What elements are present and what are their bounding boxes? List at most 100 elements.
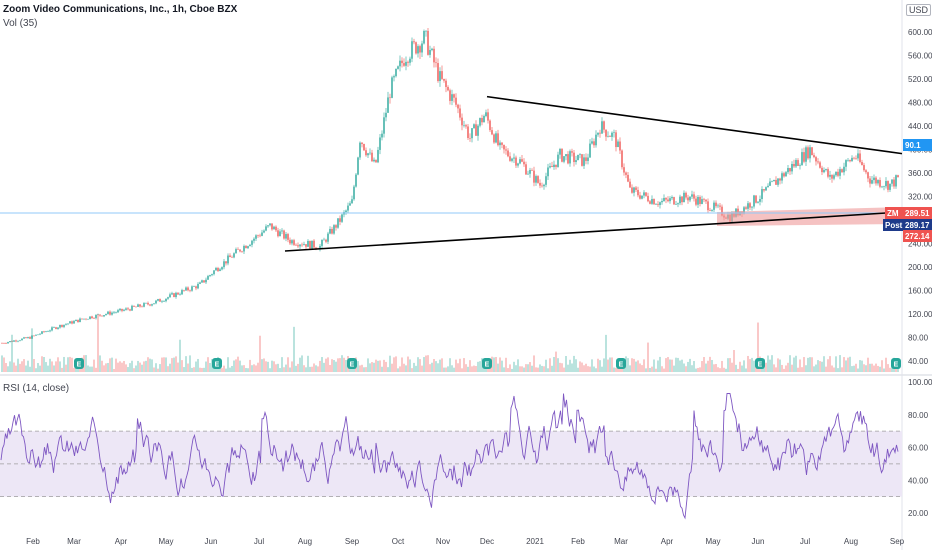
candle-body — [23, 337, 25, 339]
volume-bar — [461, 368, 463, 372]
volume-bar — [275, 364, 277, 372]
volume-bar — [233, 360, 235, 372]
candle-body — [759, 199, 761, 202]
candle-body — [235, 249, 237, 254]
volume-bar — [695, 368, 697, 372]
volume-bar — [531, 365, 533, 372]
volume-bar — [301, 355, 303, 372]
volume-bar — [783, 368, 785, 372]
candle-body — [845, 160, 847, 167]
volume-bar — [479, 361, 481, 372]
candle-body — [483, 116, 485, 123]
volume-bar — [781, 364, 783, 372]
candle-body — [653, 198, 655, 205]
volume-bar — [633, 358, 635, 372]
candle-body — [775, 179, 777, 185]
volume-bar — [729, 358, 731, 372]
volume-bar — [101, 360, 103, 372]
volume-bar — [111, 357, 113, 372]
candle-body — [863, 165, 865, 171]
volume-bar — [683, 363, 685, 372]
y-tick-label: 40.00 — [908, 357, 929, 366]
candle-body — [389, 97, 391, 99]
candle-body — [243, 245, 245, 252]
candle-body — [353, 186, 355, 200]
volume-bar — [251, 365, 253, 372]
volume-bar — [121, 362, 123, 372]
candle-body — [757, 201, 759, 203]
volume-bar — [375, 359, 377, 372]
volume-bar — [65, 364, 67, 372]
volume-bar — [721, 360, 723, 372]
candle-body — [797, 160, 799, 166]
volume-bar — [655, 368, 657, 372]
volume-bar — [383, 359, 385, 372]
volume-bar — [657, 360, 659, 372]
candle-body — [711, 209, 713, 211]
candle-body — [275, 226, 277, 231]
volume-bar — [841, 367, 843, 372]
candle-body — [467, 126, 469, 138]
candle-body — [761, 189, 763, 200]
candle-body — [399, 60, 401, 67]
candle-body — [517, 163, 519, 166]
candle-body — [11, 341, 13, 342]
candle-body — [333, 225, 335, 234]
candle-body — [799, 165, 801, 166]
volume-bar — [181, 360, 183, 372]
candle-body — [781, 173, 783, 181]
candle-body — [125, 308, 127, 310]
volume-bar — [143, 361, 145, 372]
candle-body — [359, 142, 361, 158]
candle-body — [637, 189, 639, 196]
candle-body — [783, 173, 785, 177]
candle-body — [9, 341, 11, 343]
candle-body — [491, 130, 493, 135]
volume-bar — [545, 359, 547, 372]
volume-bar — [265, 361, 267, 372]
candle-body — [535, 176, 537, 183]
volume-bar — [249, 359, 251, 372]
candle-body — [849, 160, 851, 162]
volume-bar — [377, 360, 379, 372]
volume-bar — [793, 357, 795, 372]
volume-bar — [175, 356, 177, 372]
candle-body — [515, 157, 517, 166]
volume-bar — [243, 365, 245, 372]
volume-bar — [259, 335, 261, 372]
candle-body — [747, 203, 749, 209]
candle-body — [779, 178, 781, 181]
volume-bar — [651, 366, 653, 372]
volume-bar — [37, 363, 39, 372]
volume-bar — [73, 367, 75, 372]
volume-bar — [575, 359, 577, 372]
candle-body — [195, 286, 197, 289]
candle-body — [263, 230, 265, 233]
volume-bar — [103, 365, 105, 372]
candle-body — [31, 335, 33, 339]
candle-body — [309, 240, 311, 249]
volume-bar — [139, 362, 141, 372]
candle-body — [629, 181, 631, 188]
candle-body — [631, 187, 633, 193]
candle-body — [525, 164, 527, 175]
candle-body — [221, 267, 223, 270]
candle-body — [73, 321, 75, 324]
upper-trendline — [486, 95, 903, 155]
volume-bar — [241, 365, 243, 372]
candle-body — [7, 342, 9, 344]
volume-bar — [809, 357, 811, 372]
volume-bar — [747, 355, 749, 372]
volume-bar — [35, 368, 37, 372]
volume-bar — [45, 362, 47, 372]
volume-bar — [95, 367, 97, 372]
currency-badge[interactable]: USD — [906, 4, 932, 16]
volume-bar — [89, 366, 91, 372]
post-label: Post — [885, 221, 903, 230]
volume-bar — [273, 361, 275, 372]
volume-bar — [385, 361, 387, 372]
volume-bar — [885, 357, 887, 372]
volume-bar — [853, 365, 855, 372]
